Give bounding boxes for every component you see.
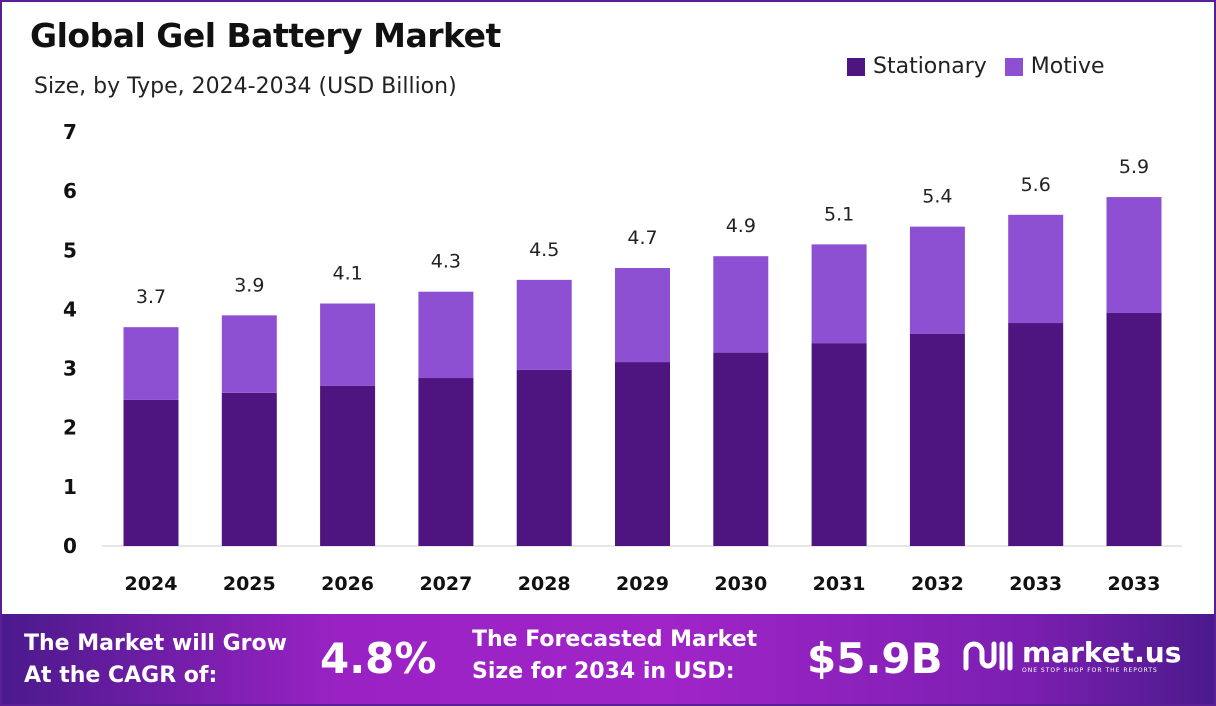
cagr-label-line1: The Market will Grow bbox=[24, 631, 287, 656]
forecast-label-line2: Size for 2034 in USD: bbox=[472, 659, 735, 684]
bar-motive bbox=[320, 303, 376, 386]
total-label: 4.3 bbox=[431, 251, 461, 273]
legend-item-motive: Motive bbox=[1004, 54, 1105, 79]
legend-label-motive: Motive bbox=[1030, 54, 1105, 79]
x-tick-label: 2029 bbox=[616, 573, 669, 595]
bar-stationary bbox=[221, 392, 277, 546]
logo-text: market.us bbox=[1022, 635, 1182, 669]
chart-title: Global Gel Battery Market bbox=[30, 16, 501, 55]
total-label: 3.7 bbox=[136, 286, 166, 308]
bar-motive bbox=[811, 244, 867, 344]
total-label: 4.7 bbox=[627, 227, 657, 249]
x-tick-label: 2030 bbox=[714, 573, 767, 595]
y-tick-label: 1 bbox=[63, 475, 77, 499]
x-tick-label: 2027 bbox=[419, 573, 472, 595]
x-tick-label: 2033 bbox=[1009, 573, 1062, 595]
bar-stationary bbox=[713, 352, 769, 546]
bar-chart: 0 1 2 3 4 5 6 7 3.7 2024 3.9 2025 4.1 2026 4.3 2027 4.5 2… bbox=[63, 120, 1182, 595]
logo-icon bbox=[963, 641, 1013, 671]
bar-motive bbox=[1008, 214, 1064, 324]
total-label: 5.1 bbox=[824, 203, 854, 225]
bar-motive bbox=[221, 315, 277, 393]
total-label: 5.4 bbox=[922, 186, 952, 208]
forecast-value: $5.9B bbox=[807, 634, 943, 683]
market-us-logo: market.us ONE STOP SHOP FOR THE REPORTS bbox=[962, 638, 1181, 674]
cagr-label-line2: At the CAGR of: bbox=[24, 663, 218, 688]
x-tick-label: 2028 bbox=[518, 573, 571, 595]
x-tick-label: 2026 bbox=[321, 573, 374, 595]
legend-item-stationary: Stationary bbox=[847, 54, 987, 79]
forecast-label-line1: The Forecasted Market bbox=[472, 627, 758, 652]
y-tick-label: 4 bbox=[63, 297, 77, 321]
bar-stationary bbox=[123, 399, 179, 546]
bar-stationary bbox=[615, 362, 670, 546]
legend-swatch-stationary bbox=[847, 57, 865, 76]
total-label: 4.5 bbox=[529, 239, 559, 261]
legend-label-stationary: Stationary bbox=[873, 54, 987, 79]
bar-motive bbox=[516, 279, 572, 370]
x-tick-label: 2032 bbox=[911, 573, 964, 595]
bar-stationary bbox=[1106, 312, 1162, 546]
bar-stationary bbox=[418, 378, 474, 546]
y-tick-label: 2 bbox=[63, 416, 77, 440]
cagr-label: The Market will Grow At the CAGR of: bbox=[24, 628, 287, 692]
x-tick-label: 2024 bbox=[125, 573, 178, 595]
bar-stationary bbox=[516, 369, 572, 546]
x-tick-label: 2025 bbox=[223, 573, 276, 595]
bar-motive bbox=[123, 327, 179, 400]
bar-stationary bbox=[909, 333, 965, 546]
chart-subtitle: Size, by Type, 2024-2034 (USD Billion) bbox=[34, 74, 457, 99]
y-tick-label: 5 bbox=[63, 238, 77, 262]
x-tick-label: 2031 bbox=[813, 573, 866, 595]
bar-motive bbox=[615, 268, 670, 363]
y-tick-label: 6 bbox=[63, 179, 77, 203]
legend-swatch-motive bbox=[1004, 57, 1023, 76]
total-label: 4.1 bbox=[332, 263, 362, 285]
bar-stationary bbox=[811, 343, 867, 546]
y-tick-label: 3 bbox=[63, 357, 77, 381]
bar-stationary bbox=[320, 385, 376, 546]
bar-motive bbox=[418, 291, 474, 379]
y-tick-label: 0 bbox=[63, 534, 77, 558]
logo-tagline: ONE STOP SHOP FOR THE REPORTS bbox=[1022, 666, 1158, 674]
y-tick-label: 7 bbox=[63, 120, 77, 144]
bar-motive bbox=[1106, 197, 1162, 313]
cagr-value: 4.8% bbox=[320, 634, 437, 683]
legend: Stationary Motive bbox=[847, 54, 1105, 79]
footer-banner: The Market will Grow At the CAGR of: 4.8… bbox=[2, 614, 1214, 704]
total-label: 5.6 bbox=[1021, 174, 1051, 196]
bar-stationary bbox=[1008, 323, 1064, 546]
forecast-label: The Forecasted Market Size for 2034 in U… bbox=[472, 624, 757, 688]
bar-motive bbox=[909, 226, 965, 334]
total-label: 4.9 bbox=[726, 215, 756, 237]
bar-motive bbox=[713, 256, 769, 353]
x-tick-label: 2033 bbox=[1108, 573, 1161, 595]
total-label: 3.9 bbox=[234, 274, 264, 296]
total-label: 5.9 bbox=[1119, 156, 1149, 178]
